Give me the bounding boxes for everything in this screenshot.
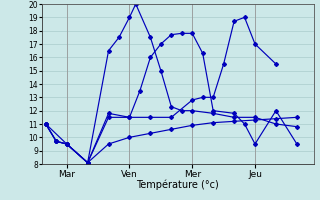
X-axis label: Température (°c): Température (°c) (136, 180, 219, 190)
